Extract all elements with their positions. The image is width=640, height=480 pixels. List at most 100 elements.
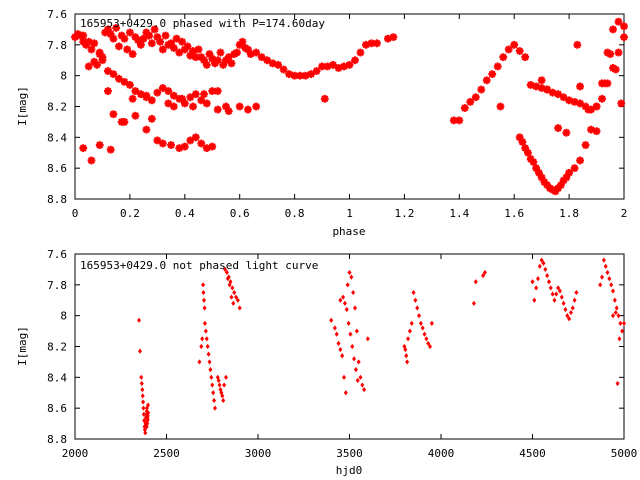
data-point-stroke <box>258 53 266 61</box>
phased-x-tick-label: 0.8 <box>285 207 305 220</box>
data-point <box>620 328 625 334</box>
data-point <box>384 34 392 43</box>
data-point-stroke <box>543 85 551 94</box>
data-point-stroke <box>208 55 216 63</box>
data-point-stroke <box>285 70 293 78</box>
data-point <box>235 102 244 111</box>
data-point <box>238 37 247 46</box>
data-point <box>201 282 206 288</box>
data-point <box>607 276 612 282</box>
data-point <box>90 57 99 66</box>
data-point <box>572 297 577 303</box>
data-point <box>186 93 195 102</box>
data-point <box>609 25 617 34</box>
unphased-y-tick-label: 8.6 <box>47 402 67 415</box>
data-point-stroke <box>323 62 332 70</box>
data-point-stroke <box>247 50 255 58</box>
data-point <box>329 317 334 323</box>
data-point <box>584 105 593 114</box>
data-point <box>123 45 132 54</box>
data-point <box>568 309 573 316</box>
data-point <box>614 305 619 311</box>
phased-y-tick-label: 8.6 <box>47 162 67 175</box>
data-point <box>147 96 156 105</box>
data-point <box>537 263 542 269</box>
data-point <box>557 288 562 294</box>
data-point <box>90 39 99 48</box>
data-point <box>216 48 225 57</box>
data-point <box>98 56 107 65</box>
data-point <box>128 94 137 103</box>
data-point <box>482 76 491 85</box>
data-point-stroke <box>134 36 142 44</box>
data-point <box>136 40 145 49</box>
data-point <box>194 45 203 54</box>
data-point-stroke <box>186 52 194 60</box>
data-point-stroke <box>584 106 592 114</box>
data-point-stroke <box>334 64 343 72</box>
data-point-stroke <box>351 56 359 64</box>
data-point-stroke <box>477 85 485 94</box>
data-point-stroke <box>499 53 507 61</box>
data-point-stroke <box>181 143 189 151</box>
data-point <box>153 136 162 145</box>
data-point-stroke <box>203 99 211 107</box>
data-point <box>145 31 154 40</box>
data-point-stroke <box>538 76 546 84</box>
data-point <box>109 70 118 79</box>
data-point-stroke <box>529 158 537 166</box>
data-point <box>169 44 178 52</box>
data-point <box>471 93 480 102</box>
data-point <box>161 31 170 40</box>
data-point <box>344 306 349 313</box>
data-point <box>217 382 222 388</box>
data-point-stroke <box>576 82 584 91</box>
data-point <box>323 62 332 71</box>
phased-x-tick-label: 1 <box>346 207 353 220</box>
data-point <box>561 300 566 306</box>
data-point <box>140 387 145 393</box>
data-point <box>411 289 416 296</box>
data-point-stroke <box>466 98 474 106</box>
data-point <box>112 23 121 32</box>
data-point <box>95 141 104 149</box>
phased-x-tick-label: 1.8 <box>559 207 579 220</box>
data-point-stroke <box>252 102 260 111</box>
data-point <box>546 279 551 285</box>
data-point <box>244 105 252 114</box>
data-point <box>543 85 552 94</box>
data-point <box>204 336 209 342</box>
data-point <box>202 305 207 311</box>
data-point-stroke <box>601 79 609 87</box>
data-point-stroke <box>532 164 540 172</box>
data-point <box>622 320 626 326</box>
data-point-stroke <box>516 133 524 141</box>
data-point <box>218 387 223 393</box>
data-point-stroke <box>582 141 590 149</box>
data-point <box>146 410 151 416</box>
data-point <box>175 48 184 57</box>
data-point-stroke <box>159 45 167 54</box>
data-point-stroke <box>129 50 137 58</box>
data-point <box>202 60 211 69</box>
phased-light-curve-panel: 0 0.2 0.4 0.6 0.8 1 1.2 1.4 1.6 1.8 2 7.6 7.8 8 8.2 8.4… <box>16 8 628 238</box>
data-point-stroke <box>118 32 126 40</box>
data-point-stroke <box>516 47 524 55</box>
data-point-stroke <box>153 136 161 144</box>
data-point <box>186 136 195 145</box>
phased-y-tick-label: 8.8 <box>47 193 67 206</box>
data-point-stroke <box>313 67 321 75</box>
data-point-stroke <box>598 95 606 103</box>
data-point <box>535 276 540 282</box>
data-point-stroke <box>123 45 131 54</box>
data-point-stroke <box>225 107 233 115</box>
data-point <box>109 34 118 43</box>
data-point-stroke <box>142 126 150 134</box>
data-point <box>104 87 112 95</box>
data-point <box>429 320 434 326</box>
data-point <box>216 377 221 384</box>
data-point <box>482 269 487 276</box>
data-point <box>233 48 241 57</box>
data-point <box>209 374 214 380</box>
data-point <box>455 116 464 125</box>
